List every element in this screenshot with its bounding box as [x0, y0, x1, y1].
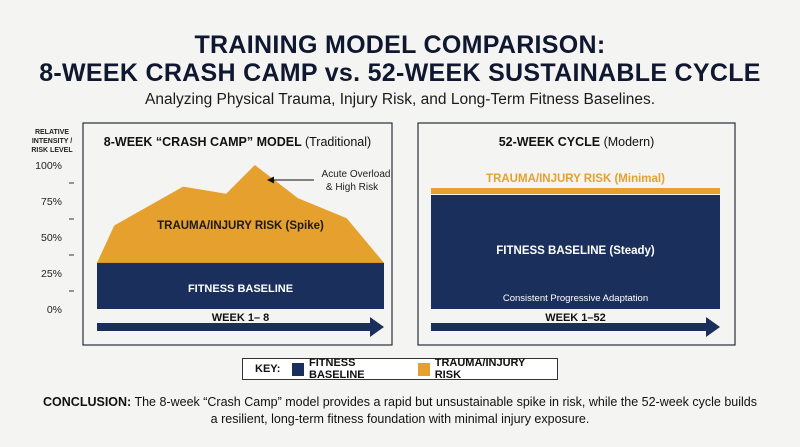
- y-tick-label-0: 0%: [47, 304, 62, 316]
- y-tick-label-1: 25%: [41, 268, 62, 280]
- legend-title: KEY:: [255, 363, 281, 375]
- legend-swatch-fitness: [292, 362, 304, 376]
- annotation-line-1: Acute Overload: [322, 169, 391, 180]
- y-axis-label-1: INTENSITY /: [32, 138, 72, 145]
- legend-swatch-risk: [418, 362, 430, 376]
- fitness-baseline-bar: [97, 262, 384, 309]
- panel-frame-0: [82, 122, 393, 346]
- x-axis-arrow-head-0: [370, 317, 384, 337]
- conclusion-text: The 8-week “Crash Camp” model provides a…: [131, 395, 757, 426]
- x-axis-arrow-shaft-1: [431, 323, 708, 331]
- legend-item-fitness: FITNESS BASELINE: [292, 357, 402, 381]
- fitness-steady-bar: [431, 195, 720, 309]
- y-axis-label-0: RELATIVE: [35, 129, 69, 136]
- legend-item-risk: TRAUMA/INJURY RISK: [418, 357, 541, 381]
- x-axis-arrow-head-1: [706, 317, 720, 337]
- risk-band-minimal: [431, 188, 720, 194]
- legend-label-fitness: FITNESS BASELINE: [309, 357, 365, 381]
- conclusion-lead: CONCLUSION:: [43, 395, 132, 409]
- y-axis-label-2: RISK LEVEL: [31, 147, 73, 154]
- risk-label-minimal: TRAUMA/INJURY RISK (Minimal): [486, 173, 665, 185]
- adaptation-annotation: Consistent Progressive Adaptation: [503, 293, 648, 304]
- x-axis-label-0: WEEK 1– 8: [212, 312, 269, 324]
- y-tick-label-3: 75%: [41, 196, 62, 208]
- title-line-2: 8-WEEK CRASH CAMP vs. 52-WEEK SUSTAINABL…: [39, 59, 761, 87]
- conclusion: CONCLUSION: The 8-week “Crash Camp” mode…: [40, 394, 760, 428]
- panel-title-1: 52-WEEK CYCLE (Modern): [499, 135, 655, 149]
- subtitle: Analyzing Physical Trauma, Injury Risk, …: [145, 91, 655, 108]
- annotation-line-2: & High Risk: [326, 182, 379, 193]
- fitness-steady-label: FITNESS BASELINE (Steady): [496, 245, 655, 257]
- panel-title-0: 8-WEEK “CRASH CAMP” MODEL (Traditional): [104, 135, 371, 149]
- y-tick-label-2: 50%: [41, 232, 62, 244]
- legend: KEY: FITNESS BASELINE TRAUMA/INJURY RISK: [242, 357, 558, 381]
- y-tick-label-4: 100%: [35, 160, 62, 172]
- annotation-arrow-head: [267, 176, 274, 184]
- x-axis-label-1: WEEK 1–52: [545, 312, 606, 324]
- risk-label-spike: TRAUMA/INJURY RISK (Spike): [157, 220, 324, 232]
- x-axis-arrow-shaft-0: [97, 323, 372, 331]
- fitness-label: FITNESS BASELINE: [188, 283, 293, 295]
- legend-label-risk: TRAUMA/INJURY RISK: [434, 357, 526, 381]
- title-line-1: TRAINING MODEL COMPARISON:: [194, 31, 606, 59]
- panel-frame-1: [417, 122, 736, 346]
